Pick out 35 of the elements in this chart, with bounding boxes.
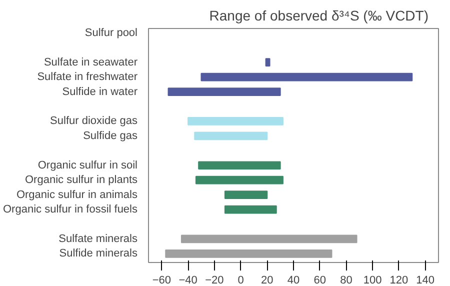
bar: [265, 58, 270, 67]
y-tick-label: Sulfate in seawater: [44, 56, 138, 68]
y-axis-title: Sulfur pool: [84, 26, 138, 39]
x-tick-label: −60: [152, 274, 172, 286]
y-tick-label: Sulfide minerals: [59, 248, 138, 260]
y-tick-label: Organic sulfur in plants: [25, 174, 138, 186]
bar: [195, 176, 284, 184]
x-tick-label: 20: [261, 274, 274, 286]
y-tick-label: Sulfur dioxide gas: [50, 115, 138, 128]
y-tick-label: Sulfate in freshwater: [37, 71, 138, 84]
bar: [194, 132, 268, 140]
bar: [180, 234, 358, 244]
x-tick-label: −40: [178, 274, 198, 286]
x-tick-label: 0: [238, 274, 244, 286]
bar: [224, 205, 277, 214]
chart-title: Range of observed δ³⁴S (‰ VCDT): [209, 8, 429, 24]
bar: [200, 72, 413, 82]
x-tick-label: −20: [205, 274, 224, 286]
x-tick-label: 40: [287, 274, 300, 286]
x-tick-label: 140: [416, 274, 434, 286]
y-tick-label: Organic sulfur in animals: [16, 188, 138, 201]
bar: [224, 190, 268, 199]
y-tick-label: Organic sulfur in soil: [38, 159, 138, 172]
y-tick-label: Sulfide in water: [62, 86, 138, 98]
bar: [168, 88, 281, 96]
y-tick-label: Sulfate minerals: [58, 232, 138, 245]
x-tick-label: 100: [363, 274, 382, 286]
bar: [198, 161, 281, 170]
x-tick-label: 60: [314, 274, 326, 286]
bar: [165, 249, 332, 258]
x-tick-label: 80: [340, 274, 352, 286]
y-tick-label: Organic sulfur in fossil fuels: [3, 204, 138, 216]
bar: [188, 117, 284, 126]
x-tick-label: 120: [390, 274, 408, 286]
y-tick-label: Sulfide gas: [83, 130, 138, 142]
